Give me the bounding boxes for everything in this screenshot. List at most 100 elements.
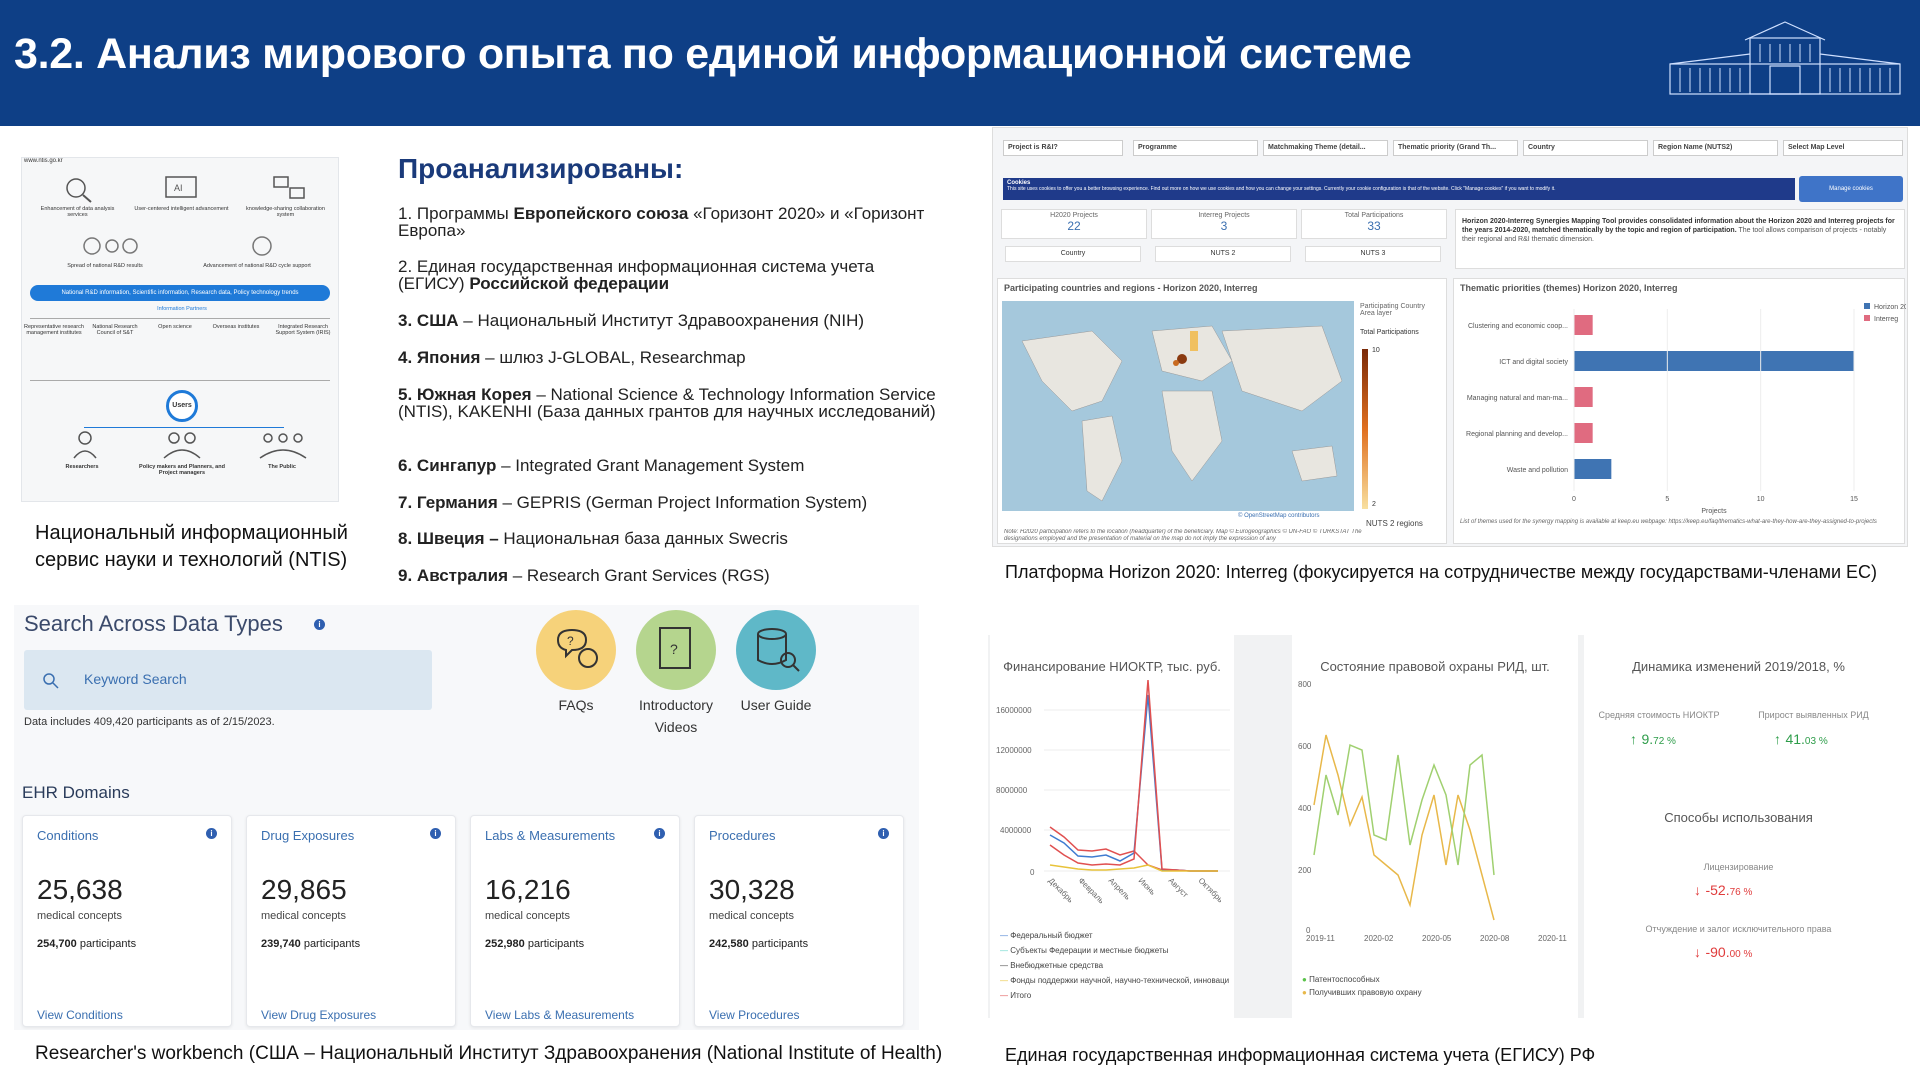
ntis-url: www.ntis.go.kr [24,158,63,164]
card-labs[interactable]: Labs & Measurements i 16,216 medical con… [470,815,680,1027]
participants-label: participants [300,938,361,950]
legend-label: Федеральный бюджет [1010,931,1093,940]
card-title: Conditions [37,828,99,843]
funding-xticks: Декабрь Февраль Апрель Июнь Август Октяб… [1047,876,1225,905]
category-label: Regional planning and develop... [1466,431,1568,438]
x-axis-label: Projects [1701,508,1727,515]
map-attribution[interactable]: © OpenStreetMap contributors [1238,513,1320,519]
filter-programme[interactable]: Programme [1133,140,1258,156]
view-conditions-link[interactable]: View Conditions [37,1008,123,1022]
legend-item[interactable]: — Итого [1000,991,1032,1000]
use-label: Отчуждение и залог исключительного права [1645,924,1832,934]
horizon-caption: Платформа Horizon 2020: Interreg (фокуси… [1005,562,1878,582]
x-tick: Июнь [1137,876,1158,897]
card-conditions[interactable]: Conditions i 25,638 medical concepts 254… [22,815,232,1027]
ntis-top-item: knowledge-sharing collaboration system [246,206,325,218]
x-tick: 2020-08 [1480,934,1510,943]
kpi-label: H2020 Projects [1050,212,1098,219]
list-bold: США [416,311,459,330]
view-procedures-link[interactable]: View Procedures [709,1008,800,1022]
legend-item[interactable]: — Субъекты Федерации и местные бюджеты [1000,946,1169,955]
info-icon[interactable]: i [206,828,217,839]
legend-swatch [1864,315,1870,321]
horizon-dashboard: Project is R&I? Programme Matchmaking Th… [992,127,1908,547]
kpi-label: Interreg Projects [1198,212,1250,219]
dyn-int: 9. [1641,731,1654,747]
info-icon[interactable]: i [430,828,441,839]
kpi-interreg: Interreg Projects 3 [1151,209,1297,239]
kpi-value: 33 [1367,219,1381,233]
manage-cookies-button[interactable]: Manage cookies [1799,176,1903,202]
map-note: Note: H2020 participation refers to the … [1004,529,1362,542]
filter-thematic[interactable]: Thematic priority (Grand Th... [1393,140,1518,156]
legend-label: Interreg [1874,316,1898,323]
ntis-partner: Open science [158,324,192,330]
ehr-domains-title: EHR Domains [22,783,130,802]
view-labs-link[interactable]: View Labs & Measurements [485,1008,635,1022]
level-nuts2-button[interactable]: NUTS 2 [1155,246,1291,262]
faqs-button[interactable]: ? [536,610,616,690]
y-tick: 800 [1298,680,1312,689]
map-title: Participating countries and regions - Ho… [1004,283,1258,293]
user-guide-button[interactable] [736,610,816,690]
description-text: The tool allows comparison of projects -… [1462,227,1887,243]
info-icon[interactable]: i [878,828,889,839]
faqs-label[interactable]: FAQs [558,697,594,713]
themes-chart: Clustering and economic coop... ICT and d… [1466,303,1906,515]
bar-interreg [1574,423,1593,443]
view-drug-exposures-link[interactable]: View Drug Exposures [261,1008,377,1022]
info-icon[interactable]: i [314,619,325,630]
list-num: 6. [398,456,413,475]
list-text: Программы [416,204,514,223]
level-nuts3-button[interactable]: NUTS 3 [1305,246,1441,262]
filter-project-ri[interactable]: Project is R&I? [1003,140,1123,156]
use-value: ↓ -90.00 % [1694,944,1752,962]
x-tick: 2019-11 [1306,934,1335,943]
card-drug-exposures[interactable]: Drug Exposures i 29,865 medical concepts… [246,815,456,1027]
intro-label[interactable]: Videos [654,719,698,735]
world-map-shapes [1021,325,1343,502]
x-tick-label: 5 [1665,496,1669,503]
card-procedures[interactable]: Procedures i 30,328 medical concepts 242… [694,815,904,1027]
y-tick: 8000000 [996,786,1028,795]
rid-chart: 800 600 400 200 0 [1298,680,1495,935]
filter-country[interactable]: Country [1523,140,1648,156]
filter-matchmaking[interactable]: Matchmaking Theme (detail... [1263,140,1388,156]
card-number: 25,638 [37,874,123,905]
y-tick: 0 [1030,868,1035,877]
ntis-user-group: Policy makers and Planners, and Project … [139,464,225,476]
legend-item[interactable]: ● Получивших правовую охрану [1302,988,1422,997]
dyn-value: ↑ 41.03 % [1774,731,1828,749]
category-label: Waste and pollution [1507,467,1568,474]
ntis-partners-label: Information Partners [157,306,207,312]
legend-item[interactable]: — Федеральный бюджет [1000,931,1093,940]
user-guide-label[interactable]: User Guide [740,697,812,713]
divider [30,318,330,319]
researcher-caption: Researcher's workbench (США – Национальн… [35,1043,943,1064]
ai-monitor-icon: AI [165,176,197,198]
world-map[interactable] [1002,301,1354,511]
participants-label: participants [76,938,137,950]
intro-videos-button[interactable]: ? [636,610,716,690]
filter-region[interactable]: Region Name (NUTS2) [1653,140,1778,156]
funding-chart: 16000000 12000000 8000000 4000000 0 [996,679,1230,877]
list-num: 2. [398,257,413,276]
funding-title: Финансирование НИОКТР, тыс. руб. [1003,659,1221,674]
list-num: 3. [398,311,413,330]
legend-item[interactable]: ● Патентоспособных [1302,975,1380,984]
legend-item[interactable]: — Внебюджетные средства [1000,961,1104,970]
legend-item[interactable]: — Фонды поддержки научной, научно-технич… [1000,976,1230,985]
info-icon[interactable]: i [654,828,665,839]
use-int: -52. [1705,882,1730,898]
search-input[interactable]: Keyword Search [24,650,432,710]
filter-map-level[interactable]: Select Map Level [1783,140,1903,156]
map-legend-max: 10 [1372,347,1380,354]
bar-interreg [1574,387,1593,407]
y-tick: 0 [1306,926,1311,935]
list-item: 9. Австралия – Research Grant Services (… [398,567,938,584]
list-item: 5. Южная Корея – National Science & Tech… [398,386,938,420]
themes-note: List of themes used for the synergy mapp… [1460,519,1877,525]
card-sub: medical concepts [261,910,346,922]
intro-label[interactable]: Introductory [639,697,713,713]
level-country-button[interactable]: Country [1005,246,1141,262]
